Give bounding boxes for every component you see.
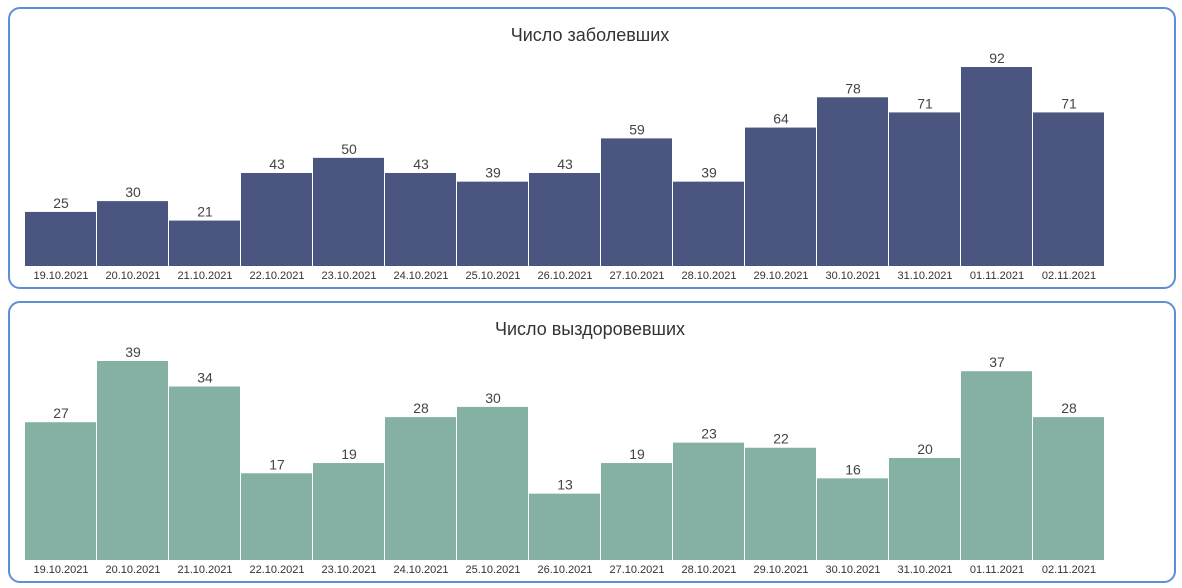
bar	[313, 157, 384, 266]
bar	[385, 417, 456, 560]
data-label: 13	[557, 477, 573, 493]
x-tick-label: 25.10.2021	[465, 270, 520, 282]
x-tick-label: 30.10.2021	[825, 564, 880, 576]
bar	[889, 112, 960, 266]
data-label: 37	[989, 354, 1005, 370]
data-label: 16	[845, 461, 861, 477]
data-label: 30	[485, 390, 501, 406]
bars-group: 27 19.10.2021 39 20.10.2021 34 21.10.2021 17 22…	[25, 344, 1104, 576]
bar	[313, 463, 384, 560]
chart-title: Число заболевших	[511, 25, 670, 45]
data-label: 43	[269, 156, 285, 172]
bar	[457, 181, 528, 266]
bar	[601, 463, 672, 560]
bar	[169, 386, 240, 560]
data-label: 19	[341, 446, 357, 462]
x-tick-label: 19.10.2021	[33, 564, 88, 576]
bar	[961, 67, 1032, 266]
x-tick-label: 23.10.2021	[321, 270, 376, 282]
data-label: 43	[413, 156, 429, 172]
recoveries-bar-chart: Число выздоровевших 27 19.10.2021 39 20.10.…	[25, 319, 1104, 576]
data-label: 43	[557, 156, 573, 172]
bar	[385, 172, 456, 266]
x-tick-label: 20.10.2021	[105, 564, 160, 576]
data-label: 28	[413, 400, 429, 416]
bar	[601, 138, 672, 266]
x-tick-label: 01.11.2021	[970, 564, 1024, 576]
x-tick-label: 28.10.2021	[681, 270, 736, 282]
bar	[817, 478, 888, 560]
data-label: 30	[125, 184, 141, 200]
data-label: 34	[197, 370, 213, 386]
cases-bar-chart: Число заболевших 25 19.10.2021 30 20.10.202…	[25, 25, 1104, 282]
x-tick-label: 31.10.2021	[897, 270, 952, 282]
x-tick-label: 31.10.2021	[897, 564, 952, 576]
x-tick-label: 30.10.2021	[825, 270, 880, 282]
bar	[673, 181, 744, 266]
x-tick-label: 02.11.2021	[1042, 270, 1096, 282]
x-tick-label: 19.10.2021	[33, 270, 88, 282]
bar	[241, 473, 312, 560]
x-tick-label: 22.10.2021	[249, 564, 304, 576]
data-label: 23	[701, 426, 717, 442]
x-tick-label: 29.10.2021	[753, 270, 808, 282]
bar	[673, 442, 744, 560]
data-label: 27	[53, 405, 69, 421]
data-label: 25	[53, 195, 69, 211]
data-label: 21	[197, 204, 213, 220]
data-label: 71	[1061, 95, 1077, 111]
bar	[169, 220, 240, 266]
x-tick-label: 25.10.2021	[465, 564, 520, 576]
bars-group: 25 19.10.2021 30 20.10.2021 21 21.10.2021 43 22…	[25, 50, 1104, 282]
x-tick-label: 27.10.2021	[609, 270, 664, 282]
data-label: 39	[125, 344, 141, 360]
x-tick-label: 28.10.2021	[681, 564, 736, 576]
x-tick-label: 26.10.2021	[537, 270, 592, 282]
x-tick-label: 24.10.2021	[393, 270, 448, 282]
data-label: 78	[845, 80, 861, 96]
data-label: 17	[269, 456, 285, 472]
x-tick-label: 01.11.2021	[970, 270, 1024, 282]
data-label: 19	[629, 446, 645, 462]
chart-title: Число выздоровевших	[495, 319, 685, 339]
x-tick-label: 21.10.2021	[177, 564, 232, 576]
bar	[457, 406, 528, 560]
x-tick-label: 26.10.2021	[537, 564, 592, 576]
bar	[241, 172, 312, 266]
data-label: 92	[989, 50, 1005, 66]
data-label: 39	[701, 165, 717, 181]
bar	[889, 457, 960, 560]
data-label: 50	[341, 141, 357, 157]
bar	[529, 172, 600, 266]
x-tick-label: 22.10.2021	[249, 270, 304, 282]
data-label: 59	[629, 121, 645, 137]
bar	[1033, 417, 1104, 560]
bar	[97, 361, 168, 560]
data-label: 39	[485, 165, 501, 181]
bar	[961, 371, 1032, 560]
data-label: 22	[773, 431, 789, 447]
bar	[529, 493, 600, 560]
x-tick-label: 29.10.2021	[753, 564, 808, 576]
bar	[97, 201, 168, 266]
x-tick-label: 20.10.2021	[105, 270, 160, 282]
bar	[817, 97, 888, 266]
bar	[745, 127, 816, 266]
data-label: 71	[917, 95, 933, 111]
data-label: 20	[917, 441, 933, 457]
x-tick-label: 27.10.2021	[609, 564, 664, 576]
bar	[25, 211, 96, 266]
x-tick-label: 24.10.2021	[393, 564, 448, 576]
bar	[745, 447, 816, 560]
x-tick-label: 02.11.2021	[1042, 564, 1096, 576]
bar	[1033, 112, 1104, 266]
bar	[25, 422, 96, 560]
x-tick-label: 21.10.2021	[177, 270, 232, 282]
data-label: 64	[773, 111, 789, 127]
data-label: 28	[1061, 400, 1077, 416]
x-tick-label: 23.10.2021	[321, 564, 376, 576]
